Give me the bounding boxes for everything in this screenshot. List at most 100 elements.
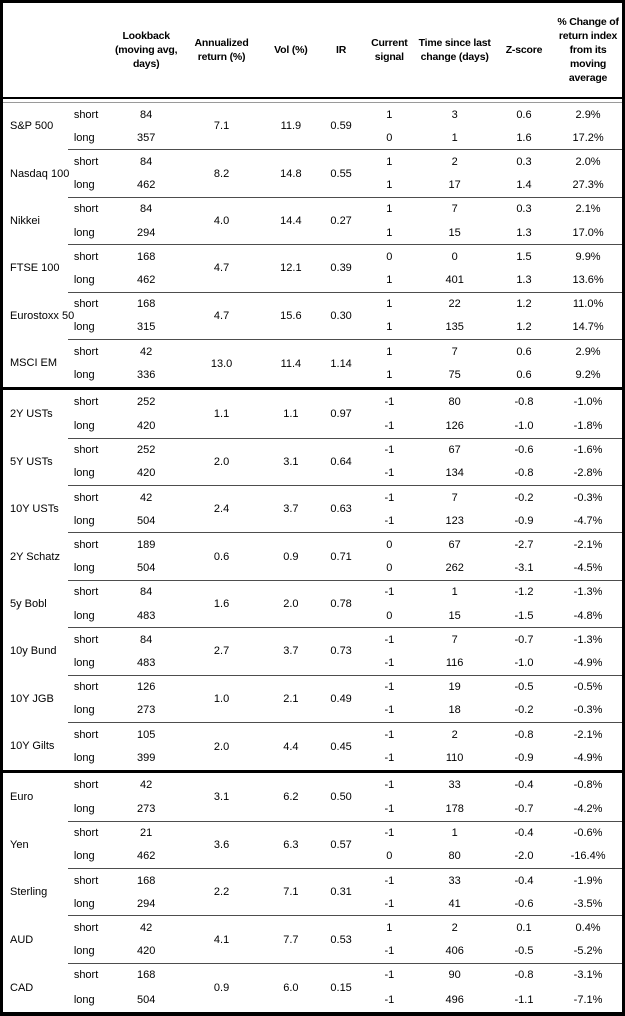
lookback-value: 105 — [112, 722, 181, 747]
z-score-value: -0.6 — [514, 897, 534, 910]
pct-change-value: -4.5% — [573, 562, 603, 575]
header-rule — [1, 98, 624, 103]
horizon-label: long — [73, 609, 95, 622]
time-since-last-change-value: 75 — [448, 369, 461, 382]
z-score-value: -0.7 — [514, 803, 534, 816]
time-since-last-change-value: 80 — [415, 387, 494, 415]
current-signal-value: -1 — [363, 579, 416, 605]
z-score-value: 0.3 — [493, 149, 555, 174]
z-score-value: -0.2 — [514, 704, 534, 717]
annualized-return-value: 3.6 — [180, 820, 263, 869]
pct-change-value: 0.4% — [554, 915, 624, 940]
lookback-value: 42 — [112, 485, 181, 510]
lookback-value: 336 — [137, 369, 156, 382]
pct-change-value: -2.8% — [573, 467, 603, 480]
horizon-label: long — [73, 803, 95, 816]
annualized-return-value: 1.1 — [180, 387, 263, 439]
time-since-last-change-value: 1 — [415, 820, 494, 845]
time-since-last-change-value: 80 — [448, 850, 461, 863]
time-since-last-change-value: 22 — [415, 291, 494, 316]
lookback-value: 462 — [137, 850, 156, 863]
current-signal-value: -1 — [384, 704, 395, 717]
vol-value: 4.4 — [262, 722, 319, 772]
vol-value: 1.1 — [262, 387, 319, 439]
pct-change-value: -4.9% — [573, 752, 603, 765]
table-row: long 357 0 1 1.6 17.2% — [2, 126, 624, 150]
pct-change-value: -7.1% — [573, 993, 603, 1006]
annualized-return-value: 8.2 — [180, 149, 263, 198]
z-score-value: 1.3 — [516, 226, 532, 239]
lookback-value: 168 — [112, 291, 181, 316]
z-score-value: 0.3 — [493, 196, 555, 222]
table-row: long 462 1 401 1.3 13.6% — [2, 268, 624, 292]
z-score-value: 1.2 — [493, 291, 555, 316]
annualized-return-value: 2.7 — [180, 627, 263, 676]
table-row: long 294 1 15 1.3 17.0% — [2, 221, 624, 245]
table-row: long 315 1 135 1.2 14.7% — [2, 316, 624, 340]
time-since-last-change-value: 67 — [415, 437, 494, 462]
time-since-last-change-value: 3 — [451, 108, 458, 121]
z-score-value: -2.7 — [493, 532, 555, 557]
lookback-value: 420 — [137, 420, 156, 433]
z-score-value: 1.4 — [516, 179, 532, 192]
current-signal-value: 1 — [363, 339, 416, 364]
table-row: long 462 0 80 -2.0 -16.4% — [2, 845, 624, 869]
time-since-last-change-value: 135 — [445, 321, 464, 334]
pct-change-value: -4.2% — [573, 803, 603, 816]
vol-value: 14.8 — [262, 149, 319, 198]
asset-name: S&P 500 — [10, 120, 54, 133]
lookback-value: 168 — [112, 962, 181, 988]
lookback-value: 462 — [137, 179, 156, 192]
horizon-label: short — [67, 770, 113, 798]
pct-change-value: -16.4% — [570, 850, 606, 863]
annualized-return-value: 3.1 — [180, 770, 263, 822]
current-signal-value: -1 — [384, 752, 395, 765]
horizon-label: short — [67, 579, 113, 605]
z-score-value: -0.8 — [493, 962, 555, 988]
z-score-value: -1.2 — [493, 579, 555, 605]
ir-value: 0.59 — [330, 120, 352, 133]
lookback-value: 42 — [112, 339, 181, 364]
table-row: 2Y Schatz short 189 0.6 0.9 0.71 0 67 -2.7 -2.1% — [2, 532, 624, 581]
vol-value: 11.9 — [280, 120, 302, 133]
table-row: long 483 0 15 -1.5 -4.8% — [2, 604, 624, 628]
table-row: long 462 1 17 1.4 27.3% — [2, 174, 624, 198]
z-score-value: -0.8 — [514, 467, 534, 480]
current-signal-value: -1 — [363, 722, 416, 747]
pct-change-value: 2.0% — [554, 149, 624, 174]
time-since-last-change-value: 116 — [445, 657, 464, 670]
table-row: FTSE 100 short 168 4.7 12.1 0.39 0 0 1.5 9.9% — [2, 244, 624, 293]
header-row: Lookback (moving avg, days) Annualized r… — [1, 1, 624, 99]
lookback-value: 84 — [112, 627, 181, 652]
current-signal-value: -1 — [363, 627, 416, 652]
table-row: AUD short 42 4.1 7.7 0.53 1 2 0.1 0.4% — [2, 915, 624, 964]
pct-change-value: -1.6% — [554, 437, 624, 462]
lookback-value: 84 — [112, 149, 181, 174]
horizon-label: long — [73, 226, 95, 239]
horizon-label: long — [73, 420, 95, 433]
z-score-value: -1.0 — [514, 657, 534, 670]
horizon-label: short — [67, 868, 113, 893]
column-header-current-signal: Current signal — [363, 1, 416, 99]
current-signal-value: -1 — [363, 437, 416, 462]
current-signal-value: 1 — [386, 226, 393, 239]
time-since-last-change-value: 496 — [445, 993, 464, 1006]
table-row: S&P 500 short 84 7.1 11.9 0.59 1 3 0.6 2.9% — [2, 103, 624, 133]
ir-value: 0.30 — [319, 291, 364, 340]
lookback-value: 483 — [137, 609, 156, 622]
horizon-label: long — [73, 704, 95, 717]
table-row: MSCI EM short 42 13.0 11.4 1.14 1 7 0.6 2.9% — [2, 339, 624, 389]
pct-change-value: 11.0% — [554, 291, 624, 316]
table-row: Yen short 21 3.6 6.3 0.57 -1 1 -0.4 -0.6% — [2, 820, 624, 869]
z-score-value: -2.0 — [514, 850, 534, 863]
current-signal-value: -1 — [363, 820, 416, 845]
pct-change-value: -1.3% — [554, 627, 624, 652]
time-since-last-change-value: 134 — [445, 467, 464, 480]
z-score-value: -0.4 — [493, 868, 555, 893]
ir-value: 0.53 — [319, 915, 364, 964]
z-score-value: -0.2 — [493, 485, 555, 510]
current-signal-value: -1 — [363, 868, 416, 893]
time-since-last-change-value: 90 — [415, 962, 494, 988]
time-since-last-change-value: 178 — [445, 803, 464, 816]
